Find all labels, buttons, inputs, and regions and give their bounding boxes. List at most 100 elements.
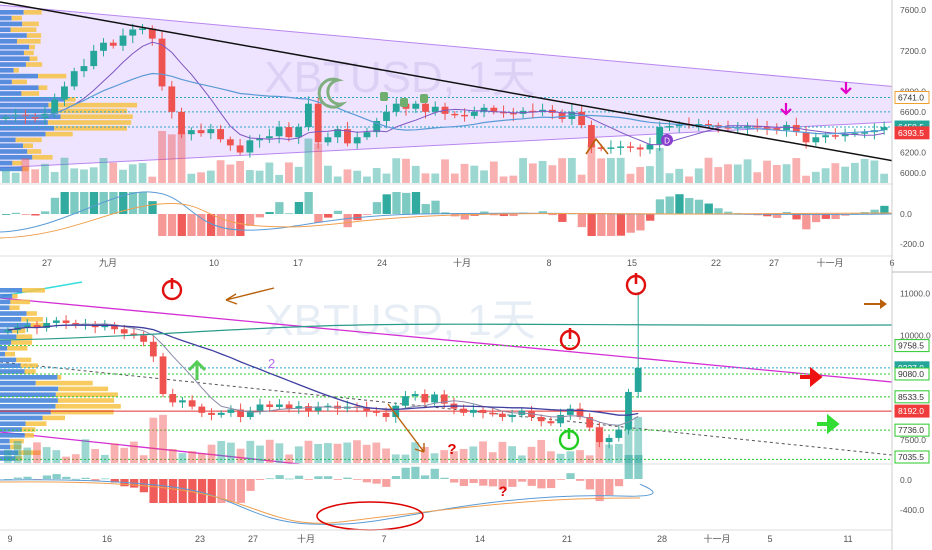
top-volume-bar — [31, 169, 40, 183]
top-candle — [256, 138, 264, 141]
top-volume-profile-bar — [25, 62, 43, 67]
bottom-volume-bar — [265, 439, 274, 463]
green-up-arrow-icon — [187, 359, 207, 380]
top-date-label: 8 — [546, 258, 551, 268]
bottom-volume-bar — [71, 454, 80, 463]
top-volume-bar — [11, 172, 20, 183]
bottom-volume-bar — [81, 439, 90, 463]
bottom-volume-bar — [91, 448, 100, 463]
bottom-date-label: 十月 — [297, 533, 315, 544]
top-candle — [61, 86, 68, 100]
bottom-volume-profile-bar — [21, 427, 36, 432]
bottom-volume-bar — [110, 443, 119, 463]
bottom-osc-bar — [401, 467, 410, 479]
top-ma-fast — [5, 41, 885, 146]
bottom-candle — [625, 391, 632, 430]
top-volume-profile-bar — [0, 137, 16, 143]
top-volume-profile-bar — [0, 79, 12, 85]
bottom-volume-profile-bar — [0, 398, 58, 403]
top-volume-bar — [50, 171, 59, 183]
top-osc-bar — [11, 212, 21, 214]
bottom-panel: XBTUSD, 1天 2?? 9 16 23 27 十月 7 14 21 28 十一月 5 11 — [0, 273, 893, 544]
top-osc-bar — [138, 192, 147, 214]
top-black-trendline — [0, 1, 893, 162]
bottom-volume-bar — [362, 444, 371, 463]
top-osc-bar — [831, 214, 840, 220]
top-volume-profile-bar — [0, 85, 39, 90]
top-volume-bar — [148, 176, 157, 183]
top-price-tick: 6200.0 — [900, 148, 926, 158]
bottom-price-tick: 11000.0 — [900, 289, 930, 299]
top-volume-bar — [782, 164, 791, 183]
bottom-volume-bar — [217, 440, 226, 463]
top-volume-bar — [499, 176, 508, 183]
top-osc-bar — [236, 214, 245, 236]
top-osc-bar — [158, 214, 167, 236]
bottom-candle — [411, 394, 419, 397]
bottom-price-tag: 9080.0 — [898, 369, 924, 379]
bottom-osc-bar — [23, 476, 32, 479]
top-volume-bar — [255, 170, 264, 183]
bottom-volume-profile-bar — [0, 456, 16, 461]
top-osc-bar — [70, 192, 79, 214]
top-volume-bar — [548, 165, 557, 183]
top-volume-bar — [197, 172, 205, 183]
bottom-price-tag: 7736.0 — [898, 425, 924, 435]
top-candle — [70, 71, 78, 87]
top-candle — [265, 136, 273, 139]
top-candle — [2, 116, 10, 119]
bottom-osc-bar — [91, 479, 100, 481]
top-candle — [119, 35, 127, 46]
bottom-osc-bar — [324, 476, 333, 479]
top-volume-profile-bar — [0, 160, 13, 166]
bottom-volume-bar — [168, 448, 177, 463]
top-candle — [314, 103, 322, 143]
pink-down-arrow-icon — [840, 82, 852, 95]
bottom-volume-profile-bar — [0, 421, 26, 426]
top-candle — [841, 134, 849, 137]
bottom-osc-bar — [168, 479, 178, 503]
bottom-date-label: 十一月 — [703, 533, 730, 544]
top-date-label: 27 — [769, 258, 779, 268]
top-osc-bar — [314, 214, 323, 223]
top-volume-profile-bar — [0, 39, 18, 44]
bottom-candle — [276, 404, 283, 407]
top-volume-bar — [489, 161, 498, 183]
bottom-volume-profile-bar — [0, 427, 22, 432]
bottom-osc-bar — [71, 478, 81, 480]
top-osc-bar — [206, 214, 216, 236]
bottom-candle — [217, 412, 225, 415]
bottom-ma-fast — [7, 323, 639, 426]
bottom-osc-bar — [362, 479, 372, 483]
bottom-candle — [246, 410, 254, 418]
top-volume-profile-bar — [26, 33, 42, 38]
top-volume-bar — [80, 169, 88, 183]
top-osc-signal — [0, 203, 893, 239]
bottom-osc-bar — [605, 479, 614, 496]
top-volume-profile-bar — [0, 50, 24, 56]
top-volume-bar — [850, 162, 859, 183]
top-osc-bar — [626, 214, 635, 233]
top-osc-bar — [509, 214, 518, 217]
bottom-volume-bar — [547, 451, 555, 463]
bottom-volume-bar — [207, 444, 216, 463]
top-volume-bar — [284, 162, 293, 183]
brown-down-arrow-icon — [387, 403, 425, 453]
bottom-volume-profile-bar — [0, 386, 59, 392]
bottom-candle — [227, 409, 235, 413]
top-osc-bar — [382, 194, 391, 214]
bottom-volume-profile-bar — [25, 421, 47, 426]
bottom-volume-bar — [556, 453, 565, 463]
bottom-candle — [62, 320, 70, 323]
top-candle — [617, 146, 625, 148]
bottom-volume-profile-bar — [0, 380, 36, 386]
top-volume-profile-bar — [22, 166, 29, 172]
top-osc-bar — [148, 201, 157, 214]
bottom-osc-bar — [81, 477, 90, 479]
bottom-volume-profile-bar — [9, 438, 24, 444]
bottom-osc-bar — [372, 479, 381, 484]
bottom-volume-bar — [52, 450, 61, 463]
top-volume-bar — [236, 160, 245, 183]
bottom-candle — [285, 404, 293, 409]
bottom-candle — [23, 325, 31, 328]
